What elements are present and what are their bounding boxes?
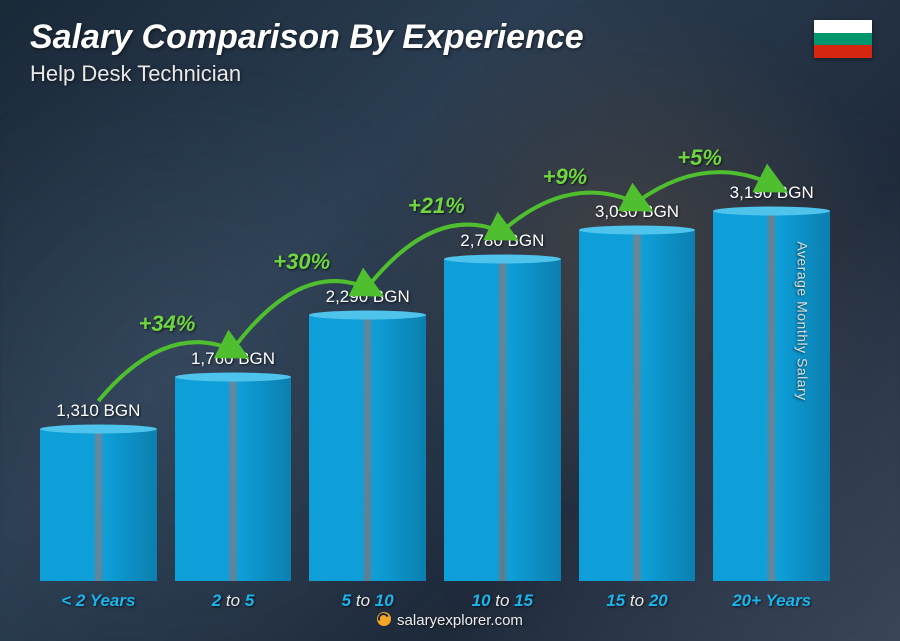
bar-category-label: 2 to 5 bbox=[212, 591, 255, 611]
y-axis-label: Average Monthly Salary bbox=[794, 241, 810, 400]
arrows-layer bbox=[40, 130, 830, 581]
increase-arrow bbox=[98, 342, 239, 401]
header: Salary Comparison By Experience Help Des… bbox=[30, 18, 870, 87]
bar-category-label: 15 to 20 bbox=[606, 591, 667, 611]
increase-arrow bbox=[233, 281, 374, 349]
bar-category-label: 5 to 10 bbox=[342, 591, 394, 611]
country-flag-bulgaria bbox=[814, 20, 872, 58]
logo-icon bbox=[377, 612, 391, 626]
bar-category-label: 20+ Years bbox=[732, 591, 811, 611]
increase-arrow bbox=[637, 172, 778, 202]
bar-category-label: 10 to 15 bbox=[472, 591, 533, 611]
page-subtitle: Help Desk Technician bbox=[30, 61, 870, 87]
flag-stripe-red bbox=[814, 45, 872, 58]
flag-stripe-white bbox=[814, 20, 872, 33]
footer-text: salaryexplorer.com bbox=[397, 612, 523, 629]
flag-stripe-green bbox=[814, 33, 872, 46]
bar-category-label: < 2 Years bbox=[61, 591, 135, 611]
footer: salaryexplorer.com bbox=[0, 611, 900, 629]
increase-arrow bbox=[502, 193, 643, 231]
increase-arrow bbox=[368, 225, 509, 287]
salary-bar-chart: 1,310 BGN< 2 Years1,760 BGN2 to 52,290 B… bbox=[40, 130, 830, 581]
page-title: Salary Comparison By Experience bbox=[30, 18, 870, 57]
